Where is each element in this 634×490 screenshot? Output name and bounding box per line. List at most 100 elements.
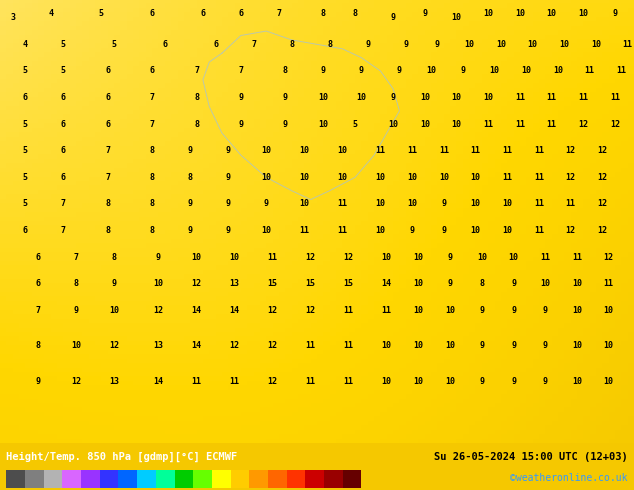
Text: 4: 4 [23, 40, 28, 49]
Text: 9: 9 [74, 306, 79, 315]
Text: 11: 11 [502, 147, 512, 155]
Text: 10: 10 [299, 173, 309, 182]
Text: 12: 12 [344, 253, 354, 262]
Text: 12: 12 [109, 342, 119, 350]
Text: 8: 8 [150, 226, 155, 235]
Text: 10: 10 [407, 173, 417, 182]
Text: 6: 6 [105, 67, 110, 75]
Text: 10: 10 [382, 342, 392, 350]
Text: 10: 10 [515, 9, 525, 18]
Text: 9: 9 [188, 147, 193, 155]
Bar [119, 470, 137, 488]
Text: 14: 14 [191, 306, 202, 315]
Text: 6: 6 [150, 67, 155, 75]
Text: 10: 10 [388, 120, 398, 129]
Text: 10: 10 [382, 377, 392, 386]
Text: 12: 12 [268, 306, 278, 315]
Text: 10: 10 [489, 67, 500, 75]
Text: Su 26-05-2024 15:00 UTC (12+03): Su 26-05-2024 15:00 UTC (12+03) [434, 452, 628, 462]
Text: 10: 10 [426, 67, 436, 75]
Text: 11: 11 [344, 306, 354, 315]
Text: 10: 10 [420, 120, 430, 129]
Text: 9: 9 [365, 40, 370, 49]
Bar [81, 470, 100, 488]
Text: 12: 12 [230, 342, 240, 350]
Text: 9: 9 [238, 93, 243, 102]
Text: 5: 5 [23, 120, 28, 129]
Bar [156, 470, 174, 488]
Text: 10: 10 [413, 253, 424, 262]
Text: 10: 10 [464, 40, 474, 49]
Text: 7: 7 [194, 67, 199, 75]
Text: 9: 9 [460, 67, 465, 75]
Text: 8: 8 [105, 226, 110, 235]
Bar [324, 470, 343, 488]
Text: 9: 9 [422, 9, 427, 18]
Text: 11: 11 [616, 67, 626, 75]
Text: 10: 10 [318, 93, 328, 102]
Text: 9: 9 [435, 40, 440, 49]
Text: 11: 11 [604, 279, 614, 288]
Text: 9: 9 [283, 120, 288, 129]
Text: 10: 10 [572, 377, 582, 386]
Text: 9: 9 [511, 377, 516, 386]
Text: 12: 12 [610, 120, 620, 129]
Text: 9: 9 [479, 306, 484, 315]
Text: 10: 10 [604, 342, 614, 350]
Text: 7: 7 [238, 67, 243, 75]
Bar [306, 470, 324, 488]
Text: 5: 5 [23, 173, 28, 182]
Text: 10: 10 [540, 279, 550, 288]
Bar [249, 470, 268, 488]
Text: 11: 11 [534, 226, 544, 235]
Text: 6: 6 [61, 120, 66, 129]
Bar [100, 470, 119, 488]
Text: 12: 12 [306, 306, 316, 315]
Text: 12: 12 [566, 173, 576, 182]
Text: 10: 10 [261, 173, 271, 182]
Text: 10: 10 [382, 253, 392, 262]
Text: 10: 10 [109, 306, 119, 315]
Text: 7: 7 [105, 147, 110, 155]
Text: 9: 9 [612, 9, 618, 18]
Text: 7: 7 [150, 120, 155, 129]
Text: 9: 9 [543, 342, 548, 350]
Text: 10: 10 [604, 377, 614, 386]
Text: 12: 12 [597, 147, 607, 155]
Text: 11: 11 [534, 147, 544, 155]
Text: 8: 8 [74, 279, 79, 288]
Text: 12: 12 [306, 253, 316, 262]
Bar [25, 470, 44, 488]
Text: 10: 10 [191, 253, 202, 262]
Text: 11: 11 [344, 342, 354, 350]
Text: 6: 6 [105, 93, 110, 102]
Text: 10: 10 [445, 377, 455, 386]
Text: 7: 7 [61, 226, 66, 235]
Text: 10: 10 [496, 40, 506, 49]
Text: 10: 10 [299, 147, 309, 155]
Text: 11: 11 [230, 377, 240, 386]
Text: 7: 7 [61, 199, 66, 208]
Text: 6: 6 [61, 147, 66, 155]
Text: 8: 8 [353, 9, 358, 18]
Text: 11: 11 [439, 147, 449, 155]
Text: 11: 11 [344, 377, 354, 386]
Text: 6: 6 [61, 93, 66, 102]
Text: 8: 8 [479, 279, 484, 288]
Text: 10: 10 [572, 306, 582, 315]
Text: 9: 9 [226, 147, 231, 155]
Text: 5: 5 [61, 40, 66, 49]
Text: 10: 10 [591, 40, 601, 49]
Text: 12: 12 [268, 342, 278, 350]
Text: 8: 8 [321, 9, 326, 18]
Bar [268, 470, 287, 488]
Text: 9: 9 [321, 67, 326, 75]
Text: 11: 11 [515, 93, 525, 102]
Text: 15: 15 [268, 279, 278, 288]
Text: 9: 9 [511, 279, 516, 288]
Text: 10: 10 [407, 199, 417, 208]
Text: 10: 10 [578, 9, 588, 18]
Text: 9: 9 [226, 226, 231, 235]
Text: 11: 11 [502, 173, 512, 182]
Text: 9: 9 [441, 226, 446, 235]
